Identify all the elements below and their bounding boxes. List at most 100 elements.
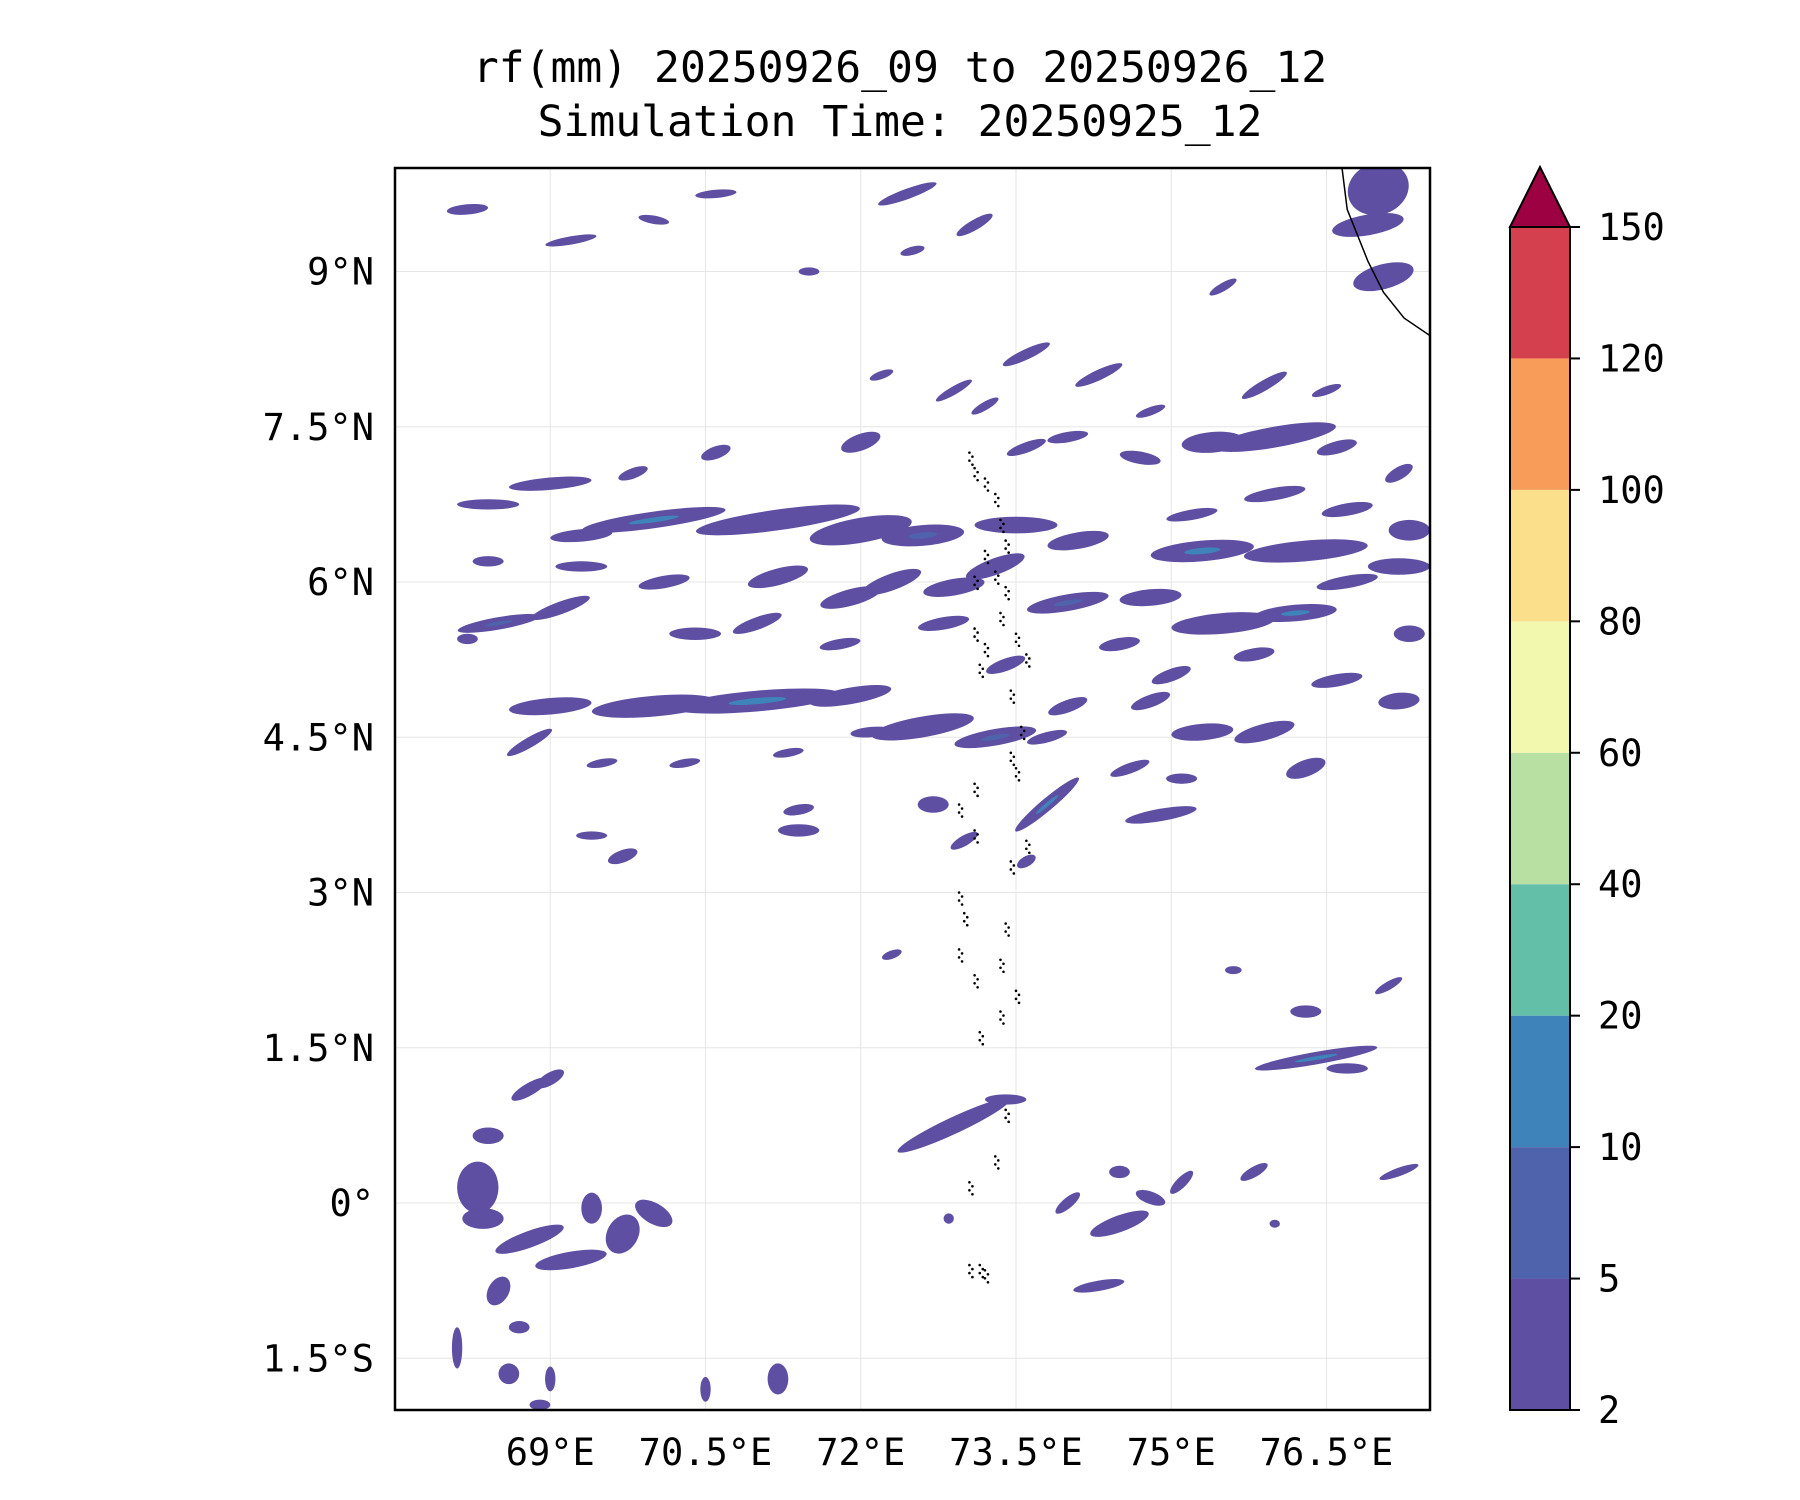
island-dot bbox=[1007, 934, 1010, 937]
rain-cell bbox=[956, 213, 993, 237]
island-dot bbox=[997, 1167, 1000, 1170]
colorbar-segment bbox=[1510, 489, 1570, 622]
island-dot bbox=[960, 815, 964, 818]
island-dot bbox=[1014, 775, 1018, 778]
rain-cell bbox=[1374, 977, 1403, 995]
rain-cell bbox=[1213, 422, 1336, 452]
island-dot bbox=[965, 923, 969, 927]
rain-cell bbox=[472, 1127, 504, 1145]
island-dot bbox=[1004, 585, 1007, 589]
maldives-islands bbox=[957, 451, 1031, 1284]
rain-cell bbox=[472, 556, 504, 567]
rain-cell bbox=[1225, 966, 1242, 975]
island-dot bbox=[1002, 1014, 1005, 1017]
rain-cell bbox=[1171, 723, 1234, 741]
island-dot bbox=[973, 837, 976, 840]
island-dot bbox=[1002, 522, 1005, 526]
rain-cell bbox=[1171, 612, 1275, 635]
colorbar-label: 5 bbox=[1598, 1258, 1620, 1301]
island-dot bbox=[1007, 926, 1010, 929]
rain-cell bbox=[446, 203, 489, 215]
island-dot bbox=[1007, 589, 1010, 593]
island-dot bbox=[981, 1034, 985, 1038]
island-dot bbox=[981, 1042, 985, 1046]
island-dot bbox=[1009, 860, 1013, 863]
island-dot bbox=[994, 1155, 997, 1158]
y-tick-label: 6°N bbox=[307, 561, 374, 604]
island-dot bbox=[1017, 779, 1021, 782]
island-dot bbox=[1002, 962, 1005, 966]
y-axis-ticks: 9°N 7.5°N 6°N 4.5°N 3°N 1.5°N 0° 1.5°S bbox=[263, 251, 374, 1381]
rain-cell bbox=[772, 747, 804, 758]
island-dot bbox=[957, 948, 961, 951]
rain-cell bbox=[971, 397, 999, 415]
island-dot bbox=[978, 671, 982, 675]
island-dot bbox=[981, 667, 985, 671]
island-dot bbox=[973, 474, 976, 478]
rain-cell bbox=[638, 214, 670, 225]
y-tick-label: 3°N bbox=[307, 872, 374, 915]
island-dot bbox=[968, 1263, 971, 1267]
island-dot bbox=[997, 504, 1000, 508]
rain-cell bbox=[462, 1208, 504, 1229]
rain-cell-core bbox=[1053, 599, 1083, 607]
rain-cell bbox=[1048, 697, 1088, 716]
rain-cell bbox=[1240, 1162, 1268, 1181]
rain-cell bbox=[1181, 431, 1244, 453]
island-dot bbox=[973, 974, 976, 977]
island-dot bbox=[962, 911, 966, 915]
island-dot bbox=[1025, 653, 1028, 656]
rain-cell bbox=[509, 476, 592, 491]
rain-cell bbox=[1269, 1219, 1280, 1228]
island-dot bbox=[981, 1275, 985, 1279]
rain-cell bbox=[869, 369, 894, 381]
island-dot bbox=[1022, 737, 1026, 741]
island-dot bbox=[978, 1271, 982, 1275]
map-title-line2: Simulation Time: 20250925_12 bbox=[537, 97, 1263, 147]
island-dot bbox=[973, 790, 976, 794]
colorbar-segment bbox=[1510, 621, 1570, 753]
rain-cell bbox=[1244, 485, 1306, 503]
rain-cell bbox=[495, 1224, 564, 1254]
island-dot bbox=[1004, 1108, 1007, 1112]
rain-cell-core bbox=[981, 733, 1010, 741]
island-dot bbox=[994, 570, 997, 573]
x-tick-label: 69°E bbox=[506, 1431, 595, 1474]
rain-cell bbox=[498, 1363, 520, 1385]
island-dot bbox=[1009, 751, 1013, 755]
island-dot bbox=[983, 549, 987, 553]
rain-cell bbox=[1002, 342, 1050, 367]
island-dot bbox=[1028, 665, 1031, 668]
rain-cell bbox=[1166, 773, 1198, 784]
rain-cell bbox=[871, 713, 974, 741]
rain-cell bbox=[457, 499, 520, 510]
island-dot bbox=[986, 489, 990, 492]
rain-cell bbox=[974, 516, 1058, 534]
rain-cell-core bbox=[484, 620, 513, 627]
rain-cell bbox=[1119, 450, 1161, 465]
rain-cell bbox=[1393, 625, 1425, 643]
rain-cell bbox=[809, 684, 892, 707]
island-dot bbox=[976, 978, 979, 981]
rain-cell bbox=[545, 234, 597, 247]
island-dot bbox=[1007, 597, 1010, 601]
rain-cell bbox=[506, 728, 553, 757]
rain-cell bbox=[607, 848, 638, 865]
rain-cell bbox=[1316, 573, 1378, 591]
rain-cell bbox=[1326, 1063, 1368, 1074]
island-dot bbox=[999, 518, 1002, 522]
island-dot bbox=[986, 646, 990, 650]
colorbar-segment bbox=[1510, 884, 1570, 1016]
rain-cell bbox=[486, 1276, 511, 1306]
island-dot bbox=[973, 575, 976, 579]
rain-cell bbox=[555, 561, 608, 572]
rain-cell bbox=[900, 245, 925, 256]
rain-cell bbox=[1119, 588, 1182, 607]
rain-cell bbox=[1055, 1192, 1081, 1214]
rain-cell bbox=[1047, 430, 1089, 444]
island-dot bbox=[997, 496, 1000, 500]
rain-cell bbox=[1243, 539, 1368, 563]
coastline-line bbox=[1341, 168, 1430, 337]
colorbar-label: 60 bbox=[1598, 732, 1643, 775]
